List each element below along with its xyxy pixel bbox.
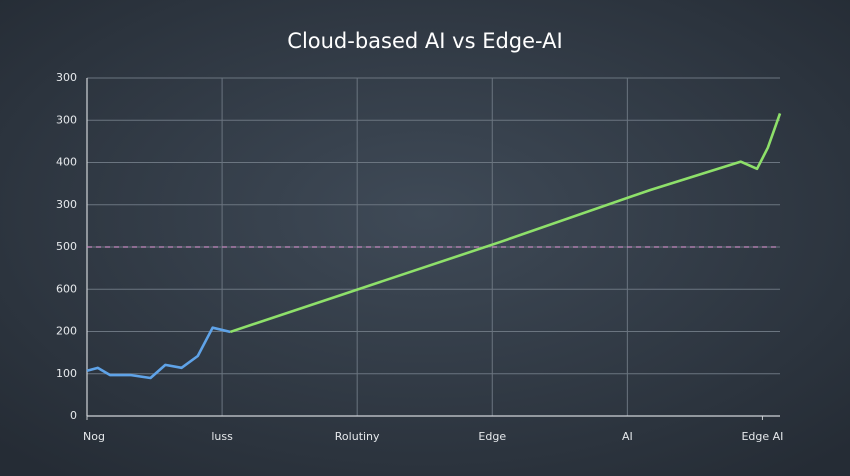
series-line	[86, 326, 231, 380]
y-tick-label: 400	[56, 156, 77, 169]
chart-title: Cloud-based AI vs Edge-AI	[287, 29, 562, 53]
x-tick-label: Rolutiny	[335, 430, 380, 443]
y-tick-label: 300	[56, 113, 77, 126]
y-tick-label: 300	[56, 198, 77, 211]
y-tick-label: 300	[56, 71, 77, 84]
y-tick-label: 100	[56, 367, 77, 380]
x-tick-label: Edge	[478, 430, 506, 443]
y-tick-label: 600	[56, 282, 77, 295]
x-tick-label: Nog	[83, 430, 105, 443]
x-tick-label: luss	[211, 430, 233, 443]
series-line	[229, 113, 782, 334]
y-tick-label: 500	[56, 240, 77, 253]
x-tick-label: Edge AI	[741, 430, 783, 443]
x-tick-label: AI	[622, 430, 633, 443]
y-tick-label: 200	[56, 325, 77, 338]
y-tick-label: 0	[70, 409, 77, 422]
